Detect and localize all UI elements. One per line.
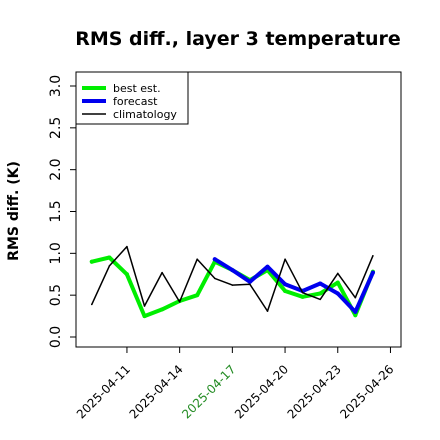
data-point xyxy=(283,288,288,293)
data-point xyxy=(335,280,340,285)
data-point xyxy=(142,314,147,319)
data-point xyxy=(353,309,358,314)
data-point xyxy=(178,301,181,303)
x-tick-label: 2025-04-26 xyxy=(337,362,396,421)
y-axis: 0.0 0.5 1.0 1.5 2.0 2.5 3.0 xyxy=(48,75,76,348)
series-line xyxy=(89,255,375,319)
y-tick-label: 1.5 xyxy=(48,200,64,222)
data-point xyxy=(318,281,323,286)
legend-label: best est. xyxy=(113,82,161,95)
data-point xyxy=(124,272,129,277)
legend-box xyxy=(75,71,189,125)
data-point xyxy=(266,310,269,312)
data-point xyxy=(301,291,304,294)
data-point xyxy=(319,298,321,301)
series-layer xyxy=(89,245,375,319)
data-point xyxy=(230,268,235,273)
data-point xyxy=(107,255,112,260)
data-point xyxy=(212,257,217,262)
data-point xyxy=(335,291,340,296)
y-tick-label: 2.0 xyxy=(48,159,64,181)
data-point xyxy=(318,291,323,296)
x-axis: 2025-04-112025-04-142025-04-172025-04-20… xyxy=(74,347,397,421)
data-point xyxy=(214,277,216,280)
series-forecast xyxy=(212,257,375,314)
y-tick-label: 1.0 xyxy=(48,242,64,264)
y-tick-label: 3.0 xyxy=(48,75,64,97)
plot-frame xyxy=(75,71,402,348)
data-point xyxy=(126,245,128,248)
data-point xyxy=(265,264,270,269)
data-point xyxy=(91,303,93,306)
data-point xyxy=(283,282,288,287)
data-point xyxy=(108,265,111,267)
data-point xyxy=(89,259,94,264)
data-point xyxy=(196,258,198,260)
y-tick-label: 0.0 xyxy=(48,326,64,348)
data-point xyxy=(161,271,163,274)
x-tick-label: 2025-04-23 xyxy=(285,362,344,421)
data-point xyxy=(370,270,375,275)
data-point xyxy=(195,293,200,298)
data-point xyxy=(372,255,374,257)
y-tick-label: 2.5 xyxy=(48,117,64,139)
x-tick-label: 2025-04-17 xyxy=(179,362,238,421)
data-point xyxy=(247,279,252,284)
data-point xyxy=(249,283,251,286)
series-climatology xyxy=(91,245,374,312)
data-point xyxy=(300,294,305,299)
y-tick-label: 0.5 xyxy=(48,284,64,306)
data-point xyxy=(143,305,146,307)
legend-label: forecast xyxy=(113,95,158,108)
series-line xyxy=(91,245,374,312)
data-point xyxy=(353,313,358,318)
data-point xyxy=(231,284,234,286)
chart-title: RMS diff., layer 3 temperature xyxy=(75,28,401,50)
legend-label: climatology xyxy=(113,108,177,121)
y-axis-label: RMS diff. (K) xyxy=(6,161,22,261)
x-tick-label: 2025-04-11 xyxy=(74,362,133,421)
x-tick-label: 2025-04-14 xyxy=(127,362,186,421)
data-point xyxy=(160,307,165,312)
series-line xyxy=(212,257,375,314)
data-point xyxy=(284,258,286,260)
data-point xyxy=(354,296,357,299)
data-point xyxy=(337,272,339,275)
x-tick-label: 2025-04-20 xyxy=(232,362,291,421)
